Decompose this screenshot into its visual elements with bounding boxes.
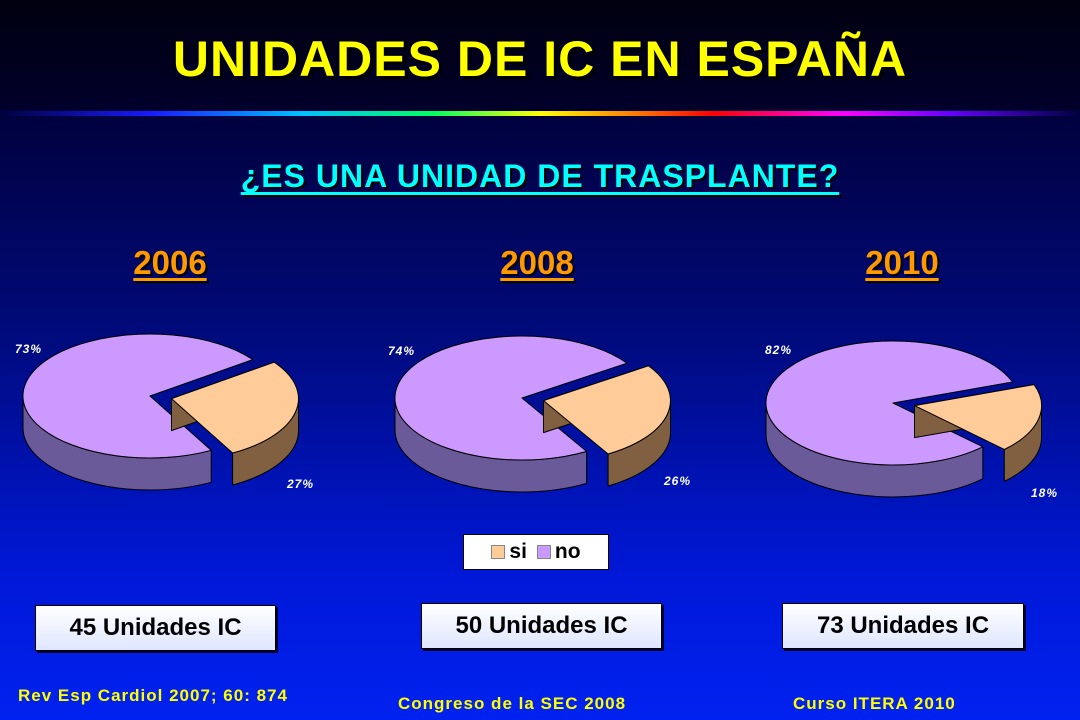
chart-legend: si no [463,534,609,570]
pie-top-si [543,365,671,455]
pie-slice-no-2008 [394,335,628,493]
unit-count-2010: 73 Unidades IC [782,603,1024,649]
legend-label-no: no [554,540,581,563]
pie-slice-no-2006 [22,333,254,491]
legend-item-si: si [491,540,527,564]
legend-swatch-no [536,545,551,559]
rainbow-divider [0,111,1080,116]
pie-slice-si-2010 [914,384,1043,482]
unit-count-2008: 50 Unidades IC [421,603,662,649]
pie-label-si-2008: 26% [663,474,691,488]
legend-swatch-si [491,545,506,559]
pie-top-no [394,335,628,461]
pie-slice-si-2008 [543,365,671,487]
year-label-2008: 2008 [500,244,574,281]
pie-top-si [171,361,299,454]
pie-slice-si-2006 [171,361,300,486]
page-subtitle: ¿ES UNA UNIDAD DE TRASPLANTE? [240,158,840,194]
pie-top-no [22,333,254,459]
pie-slice-no-2010 [765,340,1013,498]
legend-label-si: si [509,540,527,563]
pie-label-no-2008: 74% [388,344,415,358]
legend-item-no: no [536,540,581,564]
source-2008: Congreso de la SEC 2008 [398,694,627,713]
pie-label-no-2010: 82% [765,343,792,357]
pie-top-si [914,384,1043,450]
pie-label-si-2010: 18% [1031,486,1058,500]
header-bar: UNIDADES DE IC EN ESPAÑA [0,0,1080,110]
page-title: UNIDADES DE IC EN ESPAÑA [172,31,908,87]
source-2006: Rev Esp Cardiol 2007; 60: 874 [18,686,288,705]
pie-label-no-2006: 73% [15,342,42,356]
year-label-2006: 2006 [133,244,207,281]
source-2010: Curso ITERA 2010 [793,694,956,713]
pie-top-no [765,340,1013,466]
year-label-2010: 2010 [865,244,939,281]
pie-label-si-2006: 27% [286,477,314,491]
unit-count-2006: 45 Unidades IC [35,605,276,651]
